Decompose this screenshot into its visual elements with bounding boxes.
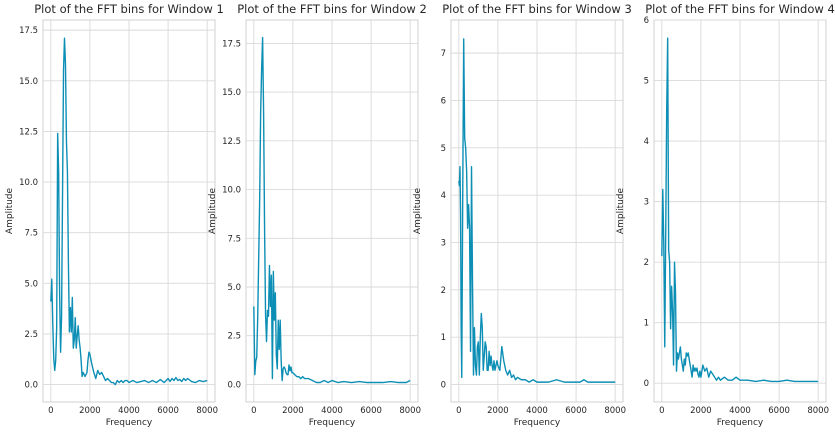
y-tick-label: 0 bbox=[644, 379, 649, 389]
x-tick-label: 4000 bbox=[118, 406, 140, 416]
y-tick-label: 15.0 bbox=[19, 77, 38, 87]
y-axis-label: Amplitude bbox=[413, 187, 423, 234]
y-tick-label: 2 bbox=[644, 258, 649, 268]
x-tick-label: 2000 bbox=[282, 406, 304, 416]
x-tick-label: 6000 bbox=[768, 406, 790, 416]
y-tick-label: 7.5 bbox=[227, 234, 241, 244]
y-tick-label: 0.0 bbox=[227, 380, 241, 390]
y-tick-label: 4 bbox=[441, 191, 446, 201]
x-axis-label: Frequency bbox=[309, 418, 356, 428]
y-tick-label: 17.5 bbox=[19, 26, 38, 36]
x-tick-label: 6000 bbox=[157, 406, 179, 416]
y-tick-label: 7.5 bbox=[24, 229, 38, 239]
chart-title: Plot of the FFT bins for Window 1 bbox=[34, 2, 224, 16]
x-tick-label: 6000 bbox=[565, 406, 587, 416]
y-axis-label: Amplitude bbox=[208, 187, 218, 234]
y-tick-label: 3 bbox=[644, 198, 649, 208]
x-tick-label: 6000 bbox=[360, 406, 382, 416]
x-tick-label: 2000 bbox=[690, 406, 712, 416]
y-tick-label: 5 bbox=[441, 144, 446, 154]
fft-amplitude-line bbox=[253, 36, 411, 384]
x-axis-label: Frequency bbox=[514, 418, 561, 428]
x-tick-label: 0 bbox=[659, 406, 664, 416]
x-tick-label: 2000 bbox=[487, 406, 509, 416]
x-tick-label: 4000 bbox=[526, 406, 548, 416]
chart-title: Plot of the FFT bins for Window 3 bbox=[442, 2, 632, 16]
y-tick-label: 4 bbox=[644, 137, 649, 147]
y-tick-label: 6 bbox=[644, 16, 649, 26]
chart-panel-2: 0 2000 4000 6000 8000 0.0 2.5 5.0 7.5 10.0 12.5 15.… bbox=[208, 2, 427, 428]
x-axis-label: Frequency bbox=[717, 418, 764, 428]
y-tick-label: 0.0 bbox=[24, 381, 38, 391]
y-tick-label: 10.0 bbox=[222, 186, 241, 196]
x-tick-label: 0 bbox=[48, 406, 53, 416]
x-tick-label: 8000 bbox=[196, 406, 218, 416]
x-axis-label: Frequency bbox=[106, 418, 153, 428]
y-tick-label: 7 bbox=[441, 49, 446, 59]
chart-panel-1: 0 2000 4000 6000 8000 0.0 2.5 5.0 7.5 10.0 12.5 15.… bbox=[5, 2, 224, 428]
x-tick-label: 2000 bbox=[79, 406, 101, 416]
y-tick-label: 12.5 bbox=[19, 127, 38, 137]
y-tick-label: 1 bbox=[441, 333, 446, 343]
fft-amplitude-line bbox=[458, 38, 616, 383]
y-tick-label: 3 bbox=[441, 238, 446, 248]
chart-panel-3: 0 2000 4000 6000 8000 0 1 2 3 4 5 6 7 Plot of the FFT… bbox=[413, 2, 632, 428]
x-tick-label: 8000 bbox=[399, 406, 421, 416]
y-tick-label: 2.5 bbox=[227, 332, 241, 342]
y-tick-label: 6 bbox=[441, 96, 446, 106]
y-tick-label: 5 bbox=[644, 77, 649, 87]
x-tick-label: 0 bbox=[456, 406, 461, 416]
y-tick-label: 2.5 bbox=[24, 330, 38, 340]
y-tick-label: 15.0 bbox=[222, 88, 241, 98]
y-tick-label: 10.0 bbox=[19, 178, 38, 188]
y-tick-label: 17.5 bbox=[222, 39, 241, 49]
y-tick-label: 1 bbox=[644, 319, 649, 329]
fft-amplitude-line bbox=[661, 37, 819, 383]
chart-title: Plot of the FFT bins for Window 4 bbox=[645, 2, 835, 16]
chart-title: Plot of the FFT bins for Window 2 bbox=[237, 2, 427, 16]
y-tick-label: 12.5 bbox=[222, 137, 241, 147]
x-tick-label: 4000 bbox=[729, 406, 751, 416]
y-tick-label: 2 bbox=[441, 286, 446, 296]
y-axis-label: Amplitude bbox=[616, 187, 626, 234]
x-tick-label: 0 bbox=[251, 406, 256, 416]
y-tick-label: 5.0 bbox=[24, 279, 38, 289]
x-tick-label: 4000 bbox=[321, 406, 343, 416]
fft-amplitude-line bbox=[50, 37, 208, 386]
y-axis-label: Amplitude bbox=[5, 187, 15, 234]
x-tick-label: 8000 bbox=[604, 406, 626, 416]
y-tick-label: 5.0 bbox=[227, 283, 241, 293]
x-tick-label: 8000 bbox=[807, 406, 829, 416]
y-tick-label: 0 bbox=[441, 380, 446, 390]
